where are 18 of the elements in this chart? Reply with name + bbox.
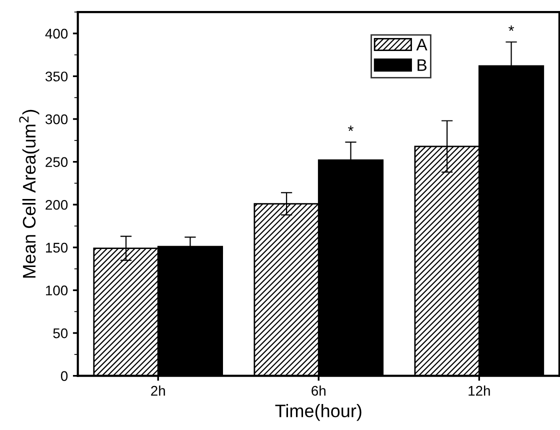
x-tick-label: 6h	[312, 386, 326, 396]
legend-label: A	[416, 38, 428, 50]
annotation: *	[348, 126, 354, 132]
y-tick-label: 0	[60, 371, 68, 381]
y-axis-title: Mean Cell Area(um$^{2}$)	[19, 110, 40, 278]
y-tick-label: 300	[45, 114, 68, 124]
y-tick-label: 400	[45, 28, 68, 39]
x-tick-label: 2h	[151, 386, 165, 396]
legend-label: B	[418, 59, 426, 71]
y-tick-label: 350	[45, 72, 68, 82]
y-tick-label: 150	[46, 242, 68, 253]
x-tick-label: 12h	[468, 386, 490, 396]
y-tick-label: 100	[46, 286, 68, 296]
x-axis-title: Time(hour)	[275, 404, 362, 421]
y-tick-label: 50	[53, 328, 68, 338]
y-tick-label: 250	[46, 157, 68, 167]
y-tick-label: 200	[46, 200, 68, 210]
annotation: *	[508, 26, 514, 31]
